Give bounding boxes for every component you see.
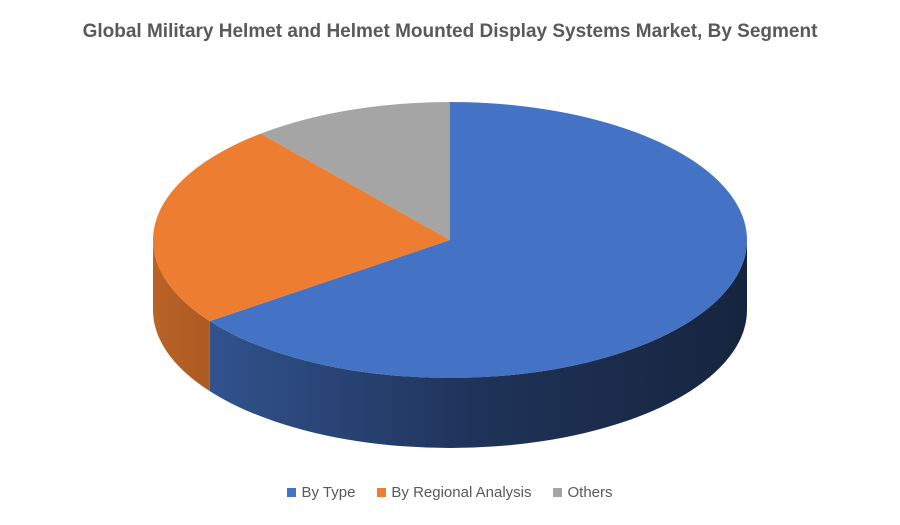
legend-label: By Regional Analysis [391, 484, 532, 501]
pie-chart [153, 102, 748, 449]
legend-swatch [377, 488, 387, 497]
pie-side-by-regional-analysis [153, 240, 210, 392]
legend-label: By Type [301, 484, 356, 501]
pie-slice-others [260, 102, 450, 240]
legend-swatch [553, 488, 563, 497]
pie-slice-by-regional-analysis [153, 133, 450, 322]
legend-item-by-regional-analysis: By Regional Analysis [377, 484, 531, 501]
legend-item-by-type: By Type [287, 484, 355, 501]
chart-title: Global Military Helmet and Helmet Mounte… [82, 21, 818, 42]
legend-item-others: Others [553, 484, 613, 501]
pie-side-by-type [209, 240, 748, 449]
pie-slice-by-type [209, 102, 748, 379]
legend-swatch [287, 488, 297, 497]
legend: By Type By Regional Analysis Others [0, 484, 900, 501]
legend-label: Others [567, 484, 613, 501]
